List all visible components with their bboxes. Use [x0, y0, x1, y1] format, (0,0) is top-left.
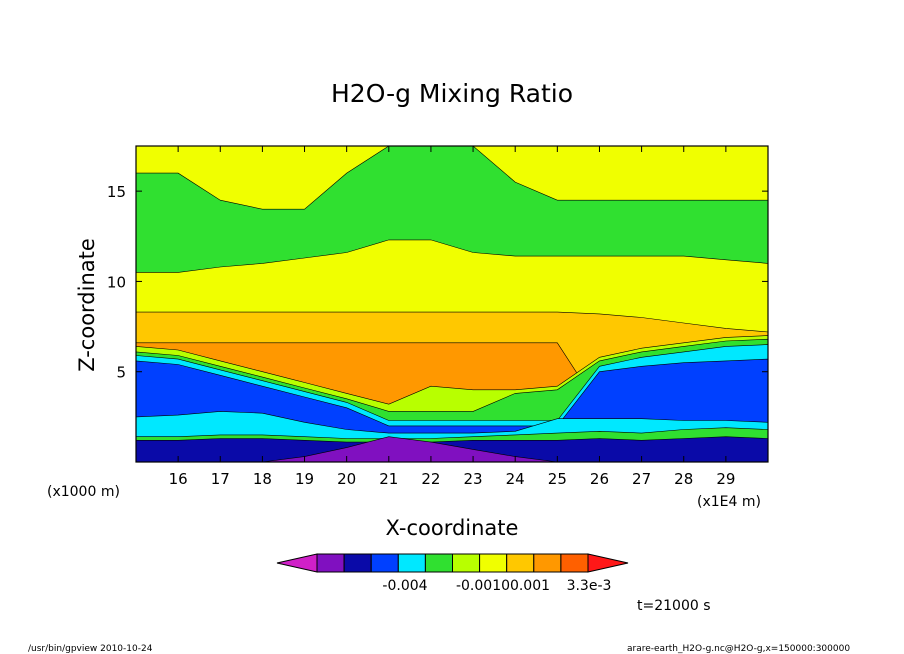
- colorbar-swatch: [533, 553, 562, 573]
- footer-right: arare-earth_H2O-g.nc@H2O-g,x=150000:3000…: [627, 644, 850, 654]
- y-axis-unit: (x1000 m): [47, 484, 120, 500]
- colorbar-swatch: [506, 553, 535, 573]
- colorbar-swatch: [343, 553, 372, 573]
- x-tick-label: 28: [674, 470, 693, 488]
- colorbar-swatch: [424, 553, 453, 573]
- colorbar-swatch: [397, 553, 426, 573]
- colorbar-label: -0.004: [382, 578, 427, 594]
- x-tick-label: 26: [590, 470, 609, 488]
- plot-frame: [135, 145, 769, 463]
- colorbar-high-arrow: [587, 553, 629, 573]
- x-tick-label: 18: [253, 470, 272, 488]
- colorbar-swatch: [452, 553, 481, 573]
- colorbar-label: -0.0010: [456, 578, 510, 594]
- colorbar-label: 3.3e-3: [567, 578, 612, 594]
- x-axis-label: X-coordinate: [386, 516, 519, 540]
- x-tick-label: 24: [506, 470, 525, 488]
- y-axis-label: Z-coordinate: [75, 238, 99, 372]
- x-tick-label: 29: [716, 470, 735, 488]
- x-tick-label: 23: [464, 470, 483, 488]
- colorbar-swatch: [479, 553, 508, 573]
- colorbar-label: 0.001: [510, 578, 550, 594]
- colorbar-swatch: [560, 553, 589, 573]
- x-tick-label: 25: [548, 470, 567, 488]
- x-axis-unit: (x1E4 m): [697, 494, 761, 510]
- x-tick-label: 17: [211, 470, 230, 488]
- y-tick-label: 5: [116, 364, 126, 382]
- time-label: t=21000 s: [637, 598, 711, 614]
- x-tick-label: 19: [295, 470, 314, 488]
- x-tick-label: 20: [337, 470, 356, 488]
- x-tick-label: 16: [169, 470, 188, 488]
- contour-plot-area: 16 17 18 19 20 21 22 23 24 25 26 27 28 29 5 10 15: [107, 145, 769, 488]
- y-tick-label: 15: [107, 183, 126, 201]
- x-tick-label: 27: [632, 470, 651, 488]
- x-tick-label: 21: [379, 470, 398, 488]
- colorbar: -0.004 -0.0010 0.001 3.3e-3: [276, 553, 629, 594]
- chart-title: H2O-g Mixing Ratio: [331, 79, 573, 108]
- colorbar-swatch: [316, 553, 345, 573]
- y-tick-label: 10: [107, 273, 126, 291]
- x-tick-label: 22: [421, 470, 440, 488]
- footer-left: /usr/bin/gpview 2010-10-24: [28, 644, 153, 654]
- colorbar-swatch: [370, 553, 399, 573]
- colorbar-low-arrow: [276, 553, 318, 573]
